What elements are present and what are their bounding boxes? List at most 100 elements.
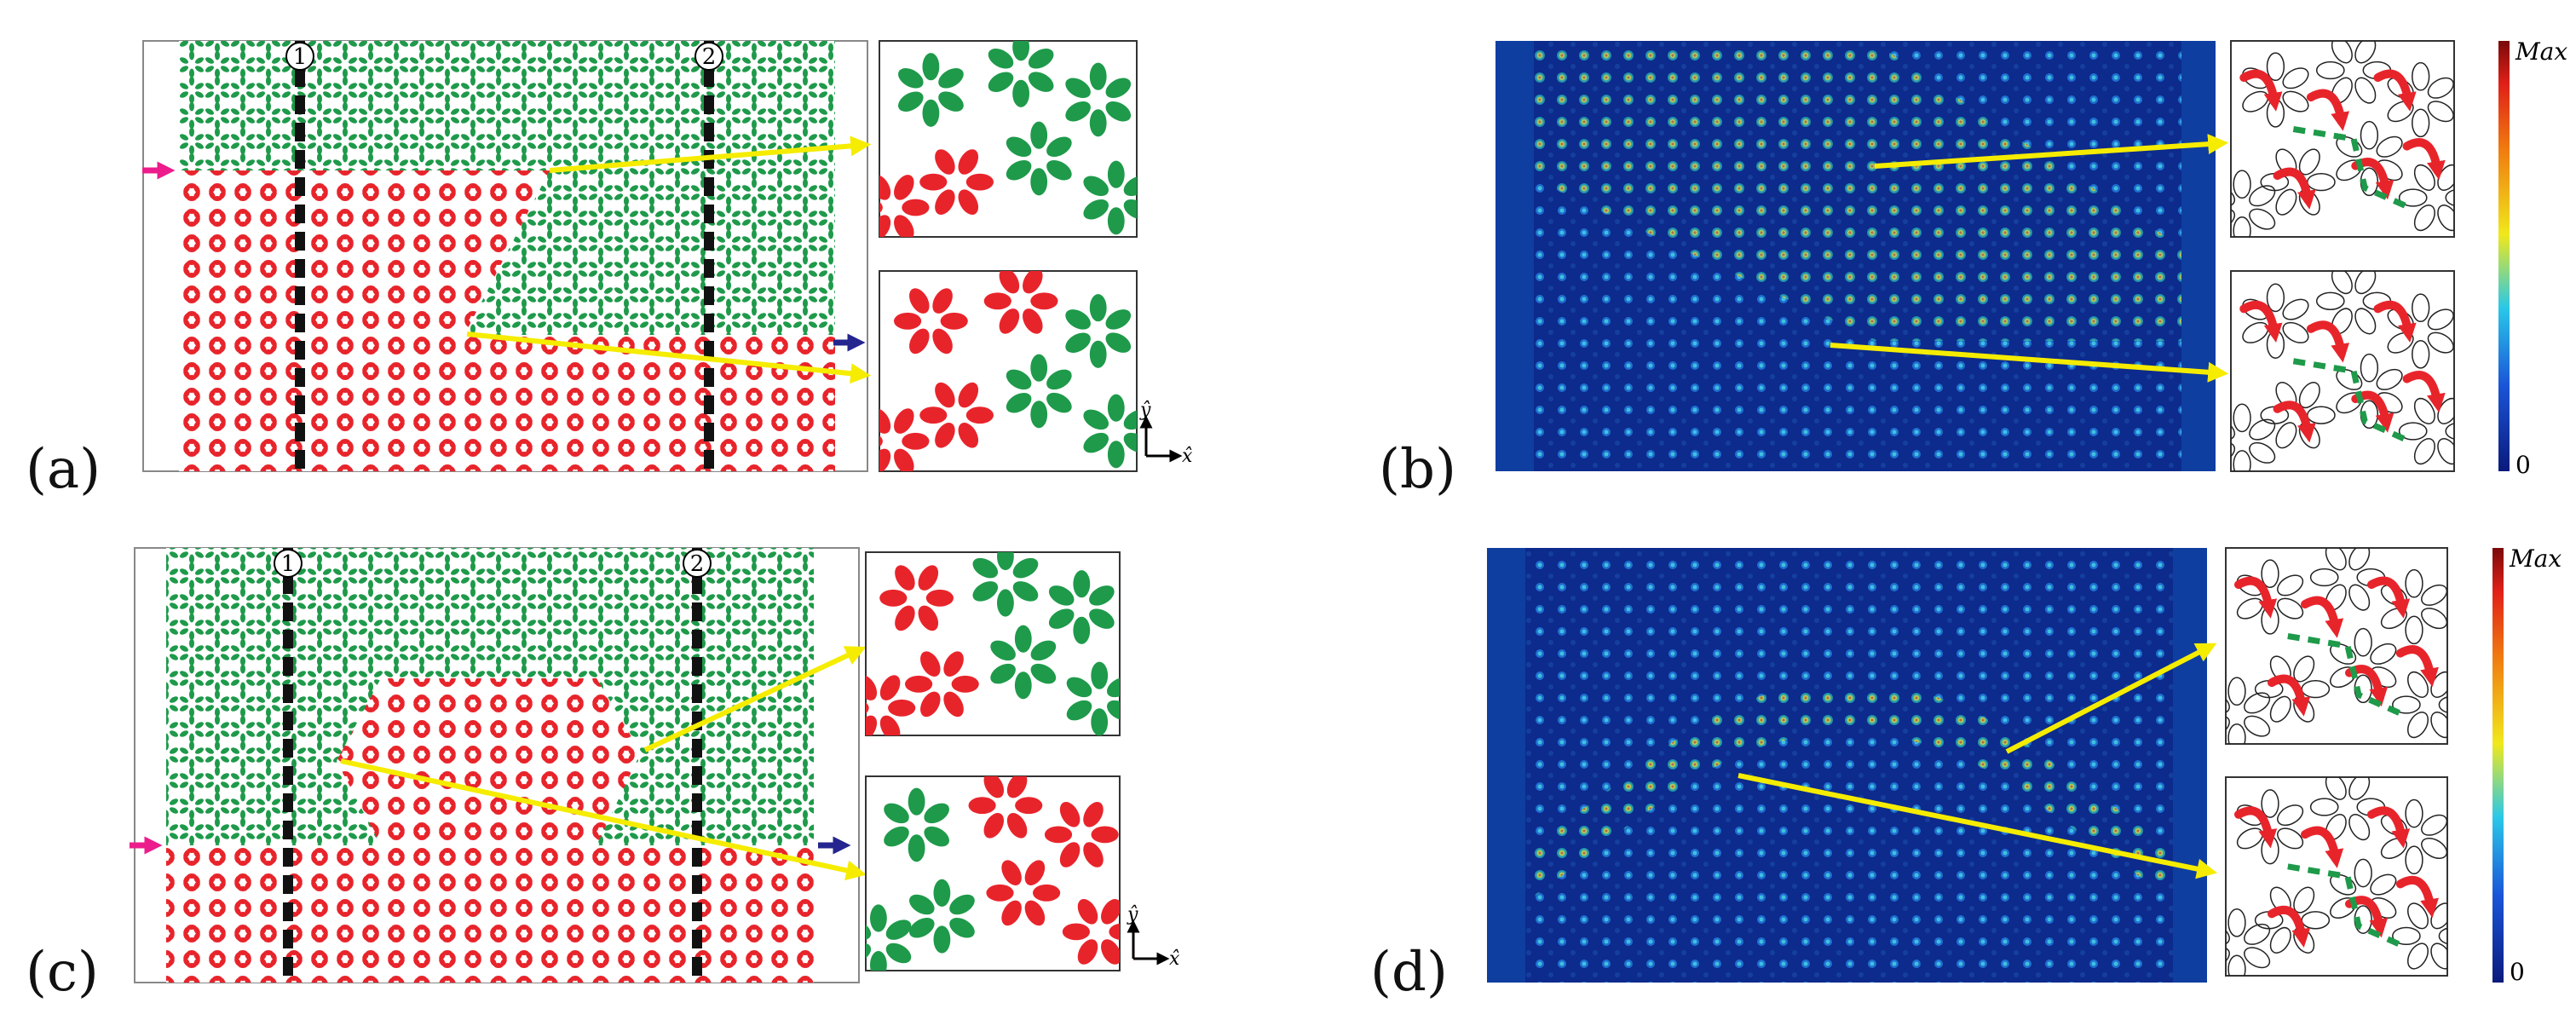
inset-rod	[909, 918, 935, 938]
inset-c-top-cells	[866, 552, 1120, 735]
inset-rod	[999, 271, 1020, 294]
inset-rod	[1014, 625, 1032, 653]
inset-rod	[2325, 777, 2347, 800]
circulation-arrow	[2402, 138, 2446, 181]
inset-rod	[1083, 802, 1104, 827]
inset-rod	[902, 199, 930, 216]
inset-rod	[1091, 661, 1109, 689]
inset-rod	[879, 175, 891, 200]
inset-rod	[908, 787, 925, 816]
zoom-arrow-bottom	[466, 331, 872, 384]
inset-rod	[1089, 340, 1107, 368]
inset-rod	[2277, 574, 2304, 597]
inset-rod	[2277, 827, 2304, 850]
circulation-arrow	[2306, 320, 2350, 363]
circulation-arrow	[2273, 401, 2316, 443]
line-2-badge	[694, 42, 723, 71]
domain-wall-dash	[2292, 358, 2412, 444]
inset-rod	[1123, 199, 1137, 220]
inset-a-top-cells	[879, 41, 1137, 237]
inset-rod	[935, 423, 955, 448]
inset-rod	[988, 72, 1014, 92]
inset-rod	[2261, 789, 2279, 818]
inset-rod	[958, 149, 979, 175]
inset-rod	[935, 382, 955, 408]
inset-rod	[1091, 708, 1109, 735]
inset-rod	[2261, 559, 2279, 589]
inset-rod	[2275, 188, 2297, 216]
inset-rod	[958, 423, 979, 448]
line-2-number: 2	[702, 44, 717, 70]
inset-rod	[894, 448, 914, 471]
inset-rod	[2421, 584, 2447, 606]
inset-rod	[1030, 292, 1058, 310]
line-1-badge	[285, 42, 314, 71]
inset-rod	[1006, 369, 1032, 390]
inset-rod	[933, 925, 951, 954]
inset-rod	[1062, 923, 1091, 941]
inset-rod	[909, 288, 930, 314]
circulation-arrow	[2301, 826, 2344, 868]
inset-rod	[2269, 926, 2291, 954]
inset-rod	[2226, 715, 2230, 737]
inset-rod	[2282, 321, 2309, 343]
inset-rod	[1030, 640, 1057, 661]
domain-wall-dash	[2292, 126, 2412, 210]
inset-rod	[1089, 109, 1107, 137]
inset-rod	[2330, 643, 2357, 665]
inset-rod	[2231, 185, 2236, 207]
circulation-arrow	[2268, 674, 2311, 717]
inset-rod	[918, 565, 939, 591]
inset-rod	[2298, 382, 2320, 409]
inset-rod	[983, 813, 1005, 839]
pml-right-d	[2173, 548, 2207, 983]
panel-label-c: (c)	[26, 941, 99, 1004]
inset-rod	[1123, 176, 1137, 197]
inset-rod	[2309, 568, 2339, 587]
inset-rod	[879, 215, 891, 237]
inset-rod	[2275, 422, 2297, 449]
domain-wall-dash	[2287, 863, 2405, 949]
inset-rod	[908, 834, 925, 862]
inset-rod	[1006, 136, 1032, 158]
inset-rod	[879, 589, 908, 607]
inset-rod	[919, 406, 948, 424]
panel-c: 1 2 ŷ x̂ (c)	[26, 547, 1180, 1004]
circulation-arrow	[2367, 806, 2411, 849]
field-map-d	[1487, 548, 2207, 983]
inset-rod	[1083, 176, 1109, 197]
inset-rod	[920, 651, 941, 677]
inset-rod	[2233, 450, 2251, 471]
inset-rod	[2421, 837, 2447, 860]
inset-rod	[893, 312, 922, 330]
colorbar-min-d: 0	[2510, 958, 2525, 986]
inset-rod	[1012, 581, 1039, 602]
circulation-arrow	[2306, 89, 2350, 131]
red-lattice-bottom	[166, 845, 814, 983]
inset-rod	[1089, 608, 1115, 629]
zoom-arrow-top	[2005, 643, 2217, 754]
inset-rod	[1073, 616, 1091, 644]
colorbar-max-d: Max	[2509, 545, 2562, 573]
inset-rod	[999, 308, 1020, 334]
inset-rod	[997, 552, 1014, 571]
inset-rod	[1012, 79, 1029, 107]
inset-rod	[1023, 271, 1043, 294]
colorbar-b	[2498, 41, 2510, 471]
inset-rod	[2325, 548, 2347, 571]
zoom-arrow-top	[643, 646, 867, 752]
circulation-arrow	[2367, 576, 2411, 619]
inset-rod	[2445, 188, 2454, 207]
inset-rod	[920, 691, 941, 718]
panel-label-d: (d)	[1370, 941, 1448, 1004]
axes-icon-c: ŷ x̂	[1127, 904, 1180, 970]
pml-left-d	[1487, 548, 1525, 983]
inset-rod	[2370, 873, 2397, 896]
inset-rod	[1023, 308, 1043, 334]
inset-rod	[2406, 712, 2429, 739]
inset-rod	[1066, 700, 1092, 721]
inset-rod	[1006, 813, 1028, 839]
inset-rod	[2269, 695, 2291, 723]
field-hotspot-d	[1525, 681, 2177, 903]
inset-rod	[943, 651, 964, 677]
